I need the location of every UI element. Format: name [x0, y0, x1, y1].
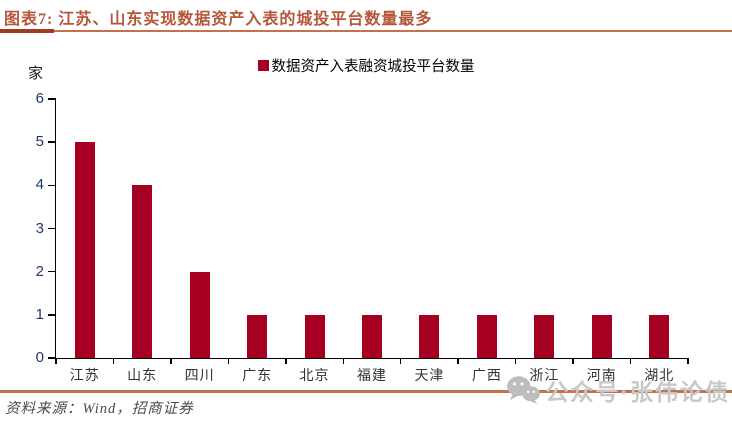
y-axis-tick	[48, 98, 56, 100]
bar	[362, 314, 382, 358]
x-axis-tick	[514, 358, 517, 364]
bar	[247, 314, 268, 358]
x-axis-tick	[629, 358, 632, 364]
bar	[74, 142, 95, 358]
title-rule	[0, 30, 732, 32]
y-axis-tick-label: 0	[35, 349, 44, 366]
bar	[476, 314, 497, 358]
bar	[419, 314, 440, 358]
source-note: 资料来源：Wind，招商证券	[5, 401, 194, 417]
footer-rule	[0, 390, 732, 393]
x-axis-tick	[55, 358, 57, 364]
y-axis-tick-label: 5	[35, 133, 44, 151]
x-axis-tick	[112, 358, 115, 364]
y-axis-tick	[48, 141, 56, 143]
x-axis-tick	[342, 358, 345, 364]
x-axis-tick	[399, 358, 402, 364]
x-axis-tick	[227, 358, 230, 364]
bar	[189, 271, 210, 358]
title-rule-stub	[0, 29, 54, 33]
y-axis-tick-label: 2	[35, 262, 44, 280]
x-axis-category-label: 福建	[356, 367, 387, 383]
y-axis-tick-label: 3	[35, 219, 44, 237]
x-axis-category-label: 四川	[184, 367, 215, 383]
watermark: 公众号·张伟论债	[506, 372, 730, 408]
wechat-icon	[507, 376, 541, 405]
chart-legend: 数据资产入表融资城投平台数量	[0, 55, 732, 76]
plot-area: 0 1 2 3 4 5 6 江苏 山东 四川 广东 北京 福建 天津 广西 浙江 河南 湖北	[36, 90, 689, 383]
figure-title: 图表7: 江苏、山东实现数据资产入表的城投平台数量最多	[4, 11, 433, 28]
bar	[591, 314, 612, 358]
legend-swatch	[257, 60, 269, 71]
x-axis-category-label: 天津	[414, 367, 445, 383]
watermark-text: 公众号·张伟论债	[545, 379, 730, 405]
bar	[534, 314, 555, 358]
y-axis-tick-label: 4	[35, 176, 44, 194]
x-axis-category-label: 广西	[471, 367, 502, 383]
y-axis-unit-label: 家	[28, 65, 44, 82]
x-axis-category-label: 河南	[586, 367, 617, 383]
y-axis-tick	[48, 184, 56, 187]
x-axis-category-label: 山东	[127, 367, 158, 383]
y-axis-tick	[48, 314, 56, 316]
x-axis-tick	[572, 358, 574, 364]
bar	[304, 314, 325, 358]
y-axis-tick	[48, 270, 56, 273]
bar	[132, 185, 153, 358]
y-axis-tick-label: 1	[35, 305, 44, 323]
x-axis-tick	[457, 358, 459, 364]
y-axis-tick	[48, 227, 56, 230]
x-axis-tick	[285, 358, 287, 364]
x-axis-category-label: 江苏	[69, 367, 100, 383]
x-axis-category-label: 广东	[242, 367, 273, 383]
y-axis-tick-label: 6	[35, 90, 44, 107]
bar	[649, 314, 670, 358]
x-axis-tick	[687, 358, 689, 364]
x-axis-category-label: 浙江	[529, 367, 560, 383]
legend-label: 数据资产入表融资城投平台数量	[271, 59, 475, 75]
x-axis-category-label: 湖北	[644, 367, 675, 383]
x-axis-tick	[170, 358, 172, 364]
y-axis-tick	[48, 357, 56, 359]
x-axis-category-label: 北京	[299, 367, 330, 383]
